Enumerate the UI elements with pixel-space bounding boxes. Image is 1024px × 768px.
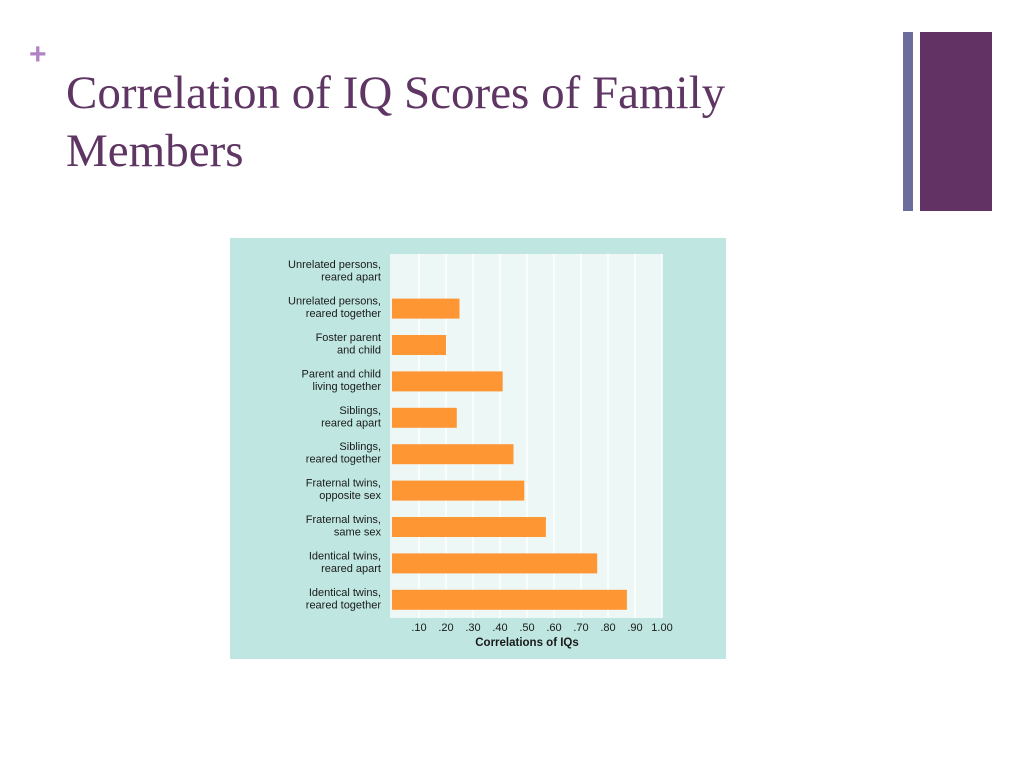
bar-4	[392, 407, 457, 428]
x-tick-label-7: .80	[600, 622, 615, 634]
category-label-8: Identical twins, reared apart	[309, 550, 381, 575]
x-tick-label-8: .90	[627, 622, 642, 634]
category-label-1: Unrelated persons, reared together	[288, 296, 381, 321]
x-tick-label-6: .70	[573, 622, 588, 634]
x-tick-label-1: .20	[438, 622, 453, 634]
bullet-plus-icon: +	[29, 38, 47, 71]
bar-7	[392, 517, 546, 537]
x-tick-label-3: .40	[492, 622, 507, 634]
category-label-3: Parent and child living together	[302, 368, 382, 393]
x-tick-label-2: .30	[465, 622, 480, 634]
x-tick-label-9: 1.00	[651, 622, 672, 634]
bar-8	[392, 553, 598, 574]
x-tick-label-5: .60	[546, 622, 561, 634]
chart-panel: Unrelated persons, reared apart Unrelated …	[230, 238, 726, 659]
bar-6	[392, 480, 525, 501]
bar-5	[392, 444, 514, 465]
bar-3	[392, 371, 503, 392]
iq-correlation-chart: Unrelated persons, reared apart Unrelated …	[230, 238, 726, 659]
x-tick-label-0: .10	[411, 622, 426, 634]
x-axis-label: Correlations of IQs	[475, 637, 579, 649]
category-label-6: Fraternal twins, opposite sex	[306, 478, 382, 503]
bar-1	[392, 298, 460, 319]
category-label-0: Unrelated persons, reared apart	[288, 259, 381, 284]
slide-title: Correlation of IQ Scores of Family Membe…	[66, 67, 726, 177]
category-label-9: Identical twins, reared together	[306, 587, 382, 612]
category-label-4: Siblings, reared apart	[321, 405, 381, 430]
category-label-5: Siblings, reared together	[306, 441, 382, 466]
category-label-7: Fraternal twins, same sex	[306, 514, 382, 539]
category-label-2: Foster parent and child	[316, 332, 381, 357]
accent-bar-thick	[920, 32, 992, 211]
x-tick-label-4: .50	[519, 622, 534, 634]
accent-bar-thin	[903, 32, 913, 211]
bar-2	[392, 335, 446, 355]
bar-9	[392, 589, 627, 610]
